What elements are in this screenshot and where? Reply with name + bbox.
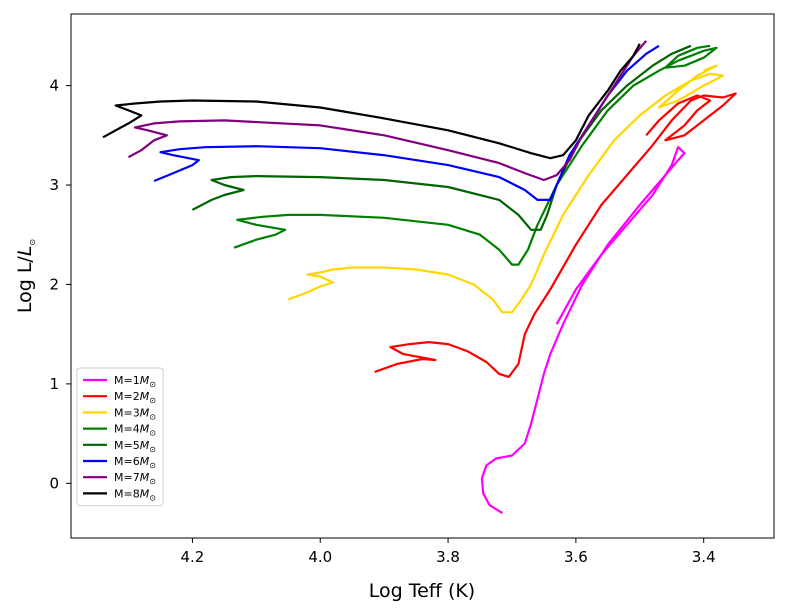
legend-label: M=2M⊙ [114,390,156,405]
legend-label: M=3M⊙ [114,406,156,421]
series-line-7 [127,40,648,182]
plot-frame [70,13,775,539]
x-axis-title: Log Teff (K) [369,580,475,602]
legend-label: M=1M⊙ [114,374,156,389]
x-tick-label: 3.6 [564,548,588,566]
legend-label: M=6M⊙ [114,455,156,470]
legend-label: M=5M⊙ [114,439,156,454]
series-line-1 [480,146,686,515]
y-tick-label: 2 [49,275,59,293]
y-tick-label: 4 [49,77,59,95]
y-axis: 0 1 2 3 4 [49,77,71,492]
series-line-4 [233,44,718,266]
y-axis-title-sym: L [14,246,36,257]
y-axis-title-sub: ⊙ [28,239,37,246]
legend-box [76,367,164,507]
y-axis-title: Log L/L⊙ [14,239,37,313]
x-tick-label: 3.4 [692,548,716,566]
series-line-3 [287,64,724,314]
y-tick-label: 3 [49,176,59,194]
y-tick-label: 0 [49,474,59,492]
x-tick-label: 3.8 [436,548,460,566]
series-line-2 [374,92,737,378]
series-layer [102,40,737,515]
series-line-5 [191,44,692,231]
x-tick-label: 4.2 [180,548,204,566]
x-tick-label: 4.0 [308,548,332,566]
x-axis: 4.2 4.0 3.8 3.6 3.4 [180,538,716,566]
legend-label: M=4M⊙ [114,423,156,438]
y-axis-title-main: Log L/ [14,256,36,314]
legend-label: M=8M⊙ [114,487,156,502]
legend-label: M=7M⊙ [114,471,156,486]
series-line-8 [102,43,641,160]
y-tick-label: 1 [49,375,59,393]
legend: M=1M⊙M=2M⊙M=3M⊙ M=4M⊙M=5M⊙M=6M⊙M=7M⊙M=8M⊙ [76,367,164,507]
